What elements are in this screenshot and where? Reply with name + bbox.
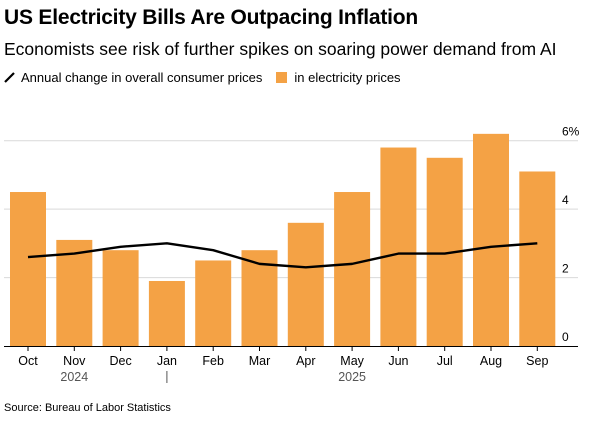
bar-legend-swatch <box>276 72 288 83</box>
year-label: 2024 <box>60 370 88 384</box>
x-tick-label: Sep <box>526 354 548 368</box>
x-tick-label: Jan <box>157 354 177 368</box>
bar-oct <box>10 192 46 346</box>
x-tick-label: Oct <box>18 354 38 368</box>
bar-mar <box>241 250 278 346</box>
source-note: Source: Bureau of Labor Statistics <box>4 402 171 414</box>
legend: Annual change in overall consumer prices… <box>4 70 401 85</box>
bar-jun <box>380 147 417 346</box>
x-tick-label: Apr <box>296 354 315 368</box>
chart-plot: 0 2 4 6% Oct Nov Dec Jan Feb Mar Apr May Jun Jul Aug Se… <box>4 125 580 384</box>
chart-subtitle: Economists see risk of further spikes on… <box>4 39 557 59</box>
line-legend-label: Annual change in overall consumer prices <box>21 70 263 85</box>
x-tick-label: Nov <box>63 354 86 368</box>
bar-sep <box>519 171 556 346</box>
x-tick-label: Feb <box>202 354 224 368</box>
x-tick-label: Aug <box>480 354 502 368</box>
bar-aug <box>473 133 509 346</box>
x-tick-label: May <box>340 354 364 368</box>
chart-title: US Electricity Bills Are Outpacing Infla… <box>4 6 418 29</box>
bar-apr <box>287 222 324 346</box>
cpi-line <box>27 242 538 269</box>
y-tick-label: 6% <box>562 125 580 139</box>
bar-feb <box>195 260 232 346</box>
x-tick-label: Dec <box>109 354 131 368</box>
bar-may <box>334 192 371 346</box>
y-tick-label: 0 <box>562 330 569 344</box>
bar-jan <box>148 280 185 346</box>
x-tick-label: Jul <box>437 354 453 368</box>
y-tick-label: 2 <box>562 262 569 276</box>
bar-legend-label: in electricity prices <box>294 70 401 85</box>
year-label: 2025 <box>338 370 366 384</box>
bar-nov <box>56 239 93 346</box>
bar-dec <box>102 250 139 346</box>
y-tick-label: 4 <box>562 193 569 207</box>
x-tick-label: Jun <box>388 354 408 368</box>
x-tick-label: Mar <box>249 354 271 368</box>
line-legend-swatch <box>4 72 15 83</box>
